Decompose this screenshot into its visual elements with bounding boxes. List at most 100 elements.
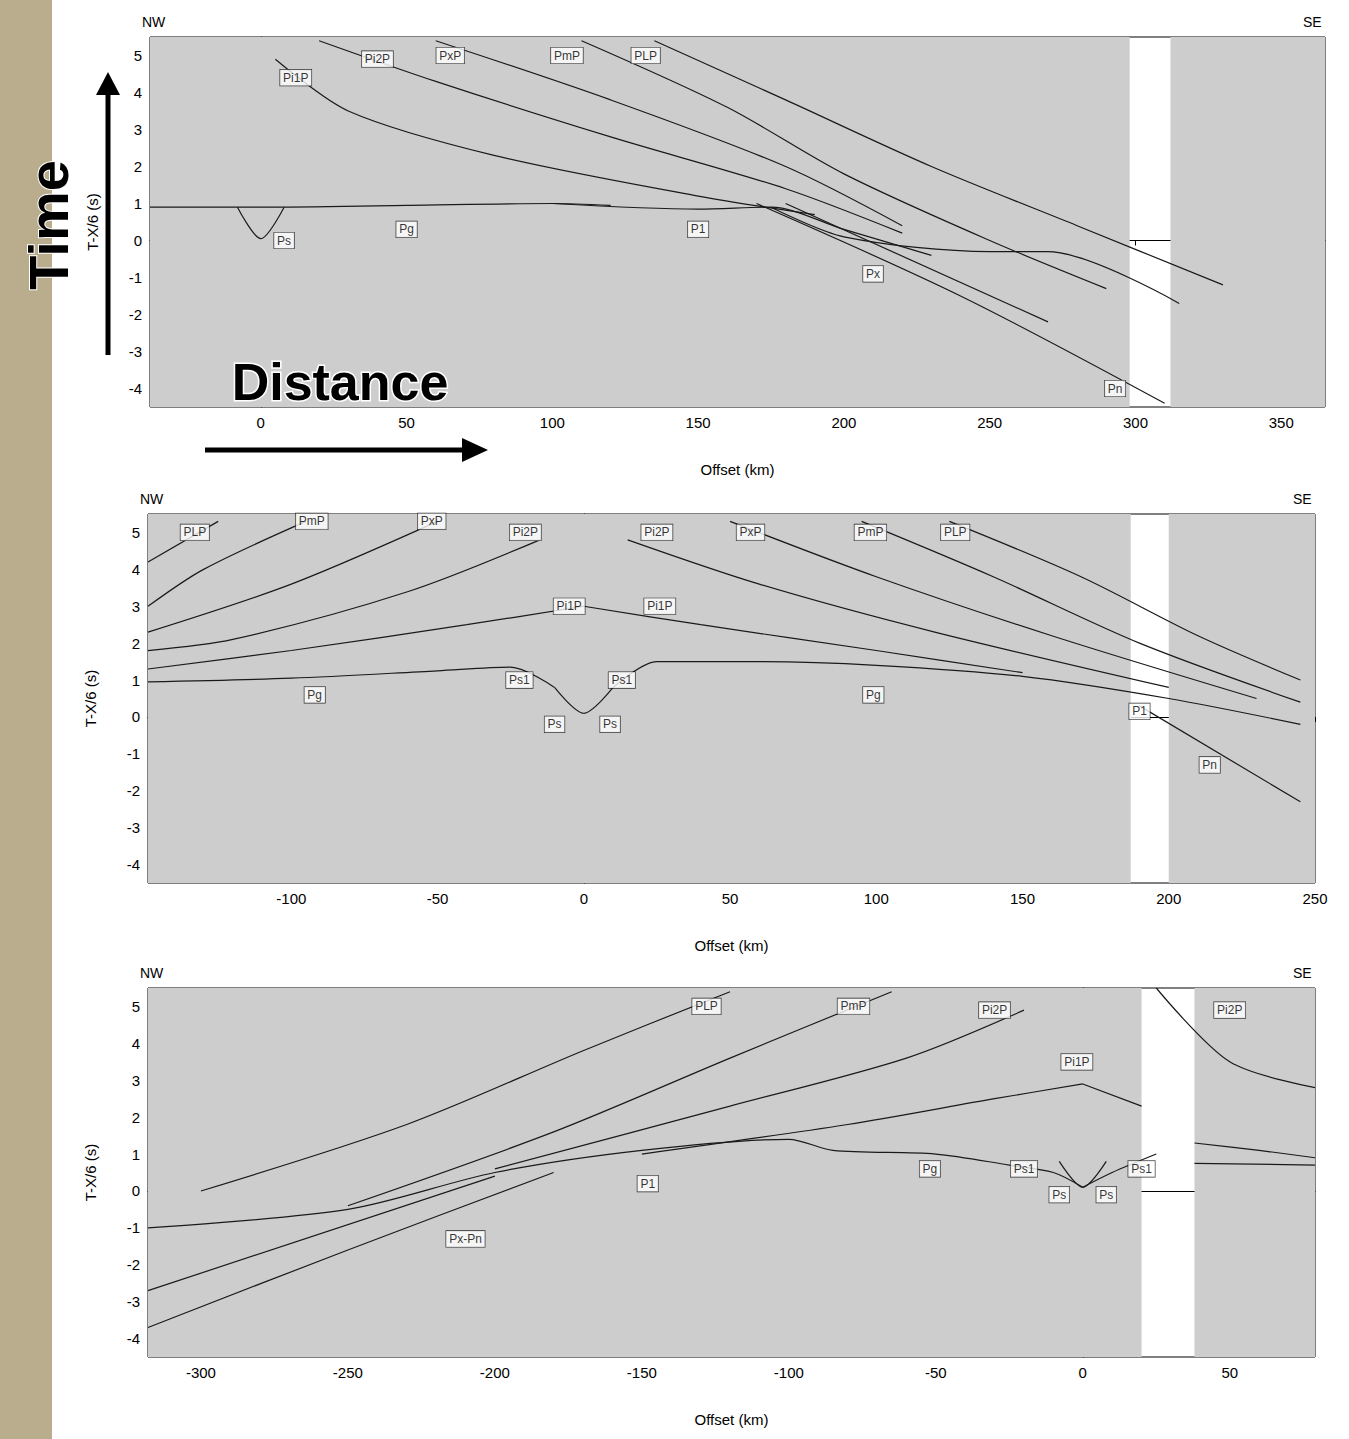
svg-text:Pi1P: Pi1P (1064, 1055, 1089, 1069)
svg-text:Pg: Pg (307, 688, 322, 702)
svg-text:PmP: PmP (554, 49, 580, 63)
svg-text:-150: -150 (627, 1364, 657, 1381)
svg-text:SE: SE (1303, 14, 1322, 30)
svg-text:Px: Px (866, 267, 880, 281)
svg-text:Pg: Pg (399, 222, 414, 236)
svg-text:PmP: PmP (857, 525, 883, 539)
svg-text:Ps: Ps (277, 234, 291, 248)
svg-text:SE: SE (1293, 965, 1312, 981)
svg-text:4: 4 (132, 561, 140, 578)
svg-text:0: 0 (1079, 1364, 1087, 1381)
svg-text:-100: -100 (276, 890, 306, 907)
svg-text:Pi2P: Pi2P (982, 1003, 1007, 1017)
svg-text:-100: -100 (774, 1364, 804, 1381)
svg-text:5: 5 (132, 524, 140, 541)
svg-text:-2: -2 (127, 1256, 140, 1273)
svg-text:5: 5 (132, 998, 140, 1015)
svg-text:2: 2 (132, 635, 140, 652)
svg-text:50: 50 (1221, 1364, 1238, 1381)
svg-text:3: 3 (134, 121, 142, 138)
svg-text:SE: SE (1293, 491, 1312, 507)
svg-text:150: 150 (1010, 890, 1035, 907)
svg-text:2: 2 (134, 158, 142, 175)
svg-text:-50: -50 (925, 1364, 947, 1381)
svg-text:-300: -300 (186, 1364, 216, 1381)
svg-text:Pg: Pg (866, 688, 881, 702)
svg-text:100: 100 (864, 890, 889, 907)
svg-text:350: 350 (1269, 414, 1294, 431)
svg-text:1: 1 (134, 195, 142, 212)
svg-text:Offset (km): Offset (km) (695, 1411, 769, 1428)
svg-text:NW: NW (140, 965, 164, 981)
svg-text:Ps1: Ps1 (1014, 1162, 1035, 1176)
svg-text:Distance: Distance (232, 353, 449, 411)
svg-text:0: 0 (580, 890, 588, 907)
svg-text:PLP: PLP (183, 525, 206, 539)
svg-text:Pn: Pn (1108, 382, 1123, 396)
svg-text:2: 2 (132, 1109, 140, 1126)
svg-text:NW: NW (140, 491, 164, 507)
svg-text:PLP: PLP (695, 999, 718, 1013)
svg-text:Ps1: Ps1 (1131, 1162, 1152, 1176)
svg-text:PmP: PmP (299, 514, 325, 528)
svg-text:4: 4 (132, 1035, 140, 1052)
svg-text:T-X/6 (s): T-X/6 (s) (84, 193, 101, 251)
svg-text:PxP: PxP (740, 525, 762, 539)
svg-text:Ps1: Ps1 (509, 673, 530, 687)
svg-text:0: 0 (134, 232, 142, 249)
svg-text:PLP: PLP (634, 49, 657, 63)
svg-text:200: 200 (1156, 890, 1181, 907)
svg-text:1: 1 (132, 672, 140, 689)
svg-text:-3: -3 (127, 819, 140, 836)
svg-text:250: 250 (1302, 890, 1327, 907)
svg-text:Ps: Ps (548, 717, 562, 731)
svg-text:-250: -250 (333, 1364, 363, 1381)
svg-text:1: 1 (132, 1146, 140, 1163)
svg-text:Pi1P: Pi1P (647, 599, 672, 613)
svg-text:Px-Pn: Px-Pn (449, 1232, 482, 1246)
svg-text:Pi1P: Pi1P (556, 599, 581, 613)
svg-text:-3: -3 (129, 343, 142, 360)
svg-text:NW: NW (142, 14, 166, 30)
svg-text:-2: -2 (129, 306, 142, 323)
svg-text:Ps: Ps (603, 717, 617, 731)
svg-text:50: 50 (398, 414, 415, 431)
svg-text:T-X/6 (s): T-X/6 (s) (82, 1144, 99, 1202)
svg-text:PLP: PLP (944, 525, 967, 539)
svg-text:4: 4 (134, 84, 142, 101)
svg-text:-4: -4 (129, 380, 142, 397)
svg-text:-4: -4 (127, 856, 140, 873)
svg-text:0: 0 (132, 708, 140, 725)
svg-text:200: 200 (831, 414, 856, 431)
svg-text:0: 0 (132, 1182, 140, 1199)
svg-text:Ps: Ps (1052, 1188, 1066, 1202)
svg-text:PxP: PxP (421, 514, 443, 528)
svg-text:PmP: PmP (840, 999, 866, 1013)
svg-text:Offset (km): Offset (km) (701, 461, 775, 478)
svg-text:Offset (km): Offset (km) (695, 937, 769, 954)
svg-text:Pn: Pn (1202, 758, 1217, 772)
svg-text:150: 150 (686, 414, 711, 431)
svg-text:250: 250 (977, 414, 1002, 431)
svg-text:50: 50 (722, 890, 739, 907)
svg-text:-3: -3 (127, 1293, 140, 1310)
svg-text:Pi1P: Pi1P (283, 71, 308, 85)
svg-text:-1: -1 (127, 745, 140, 762)
svg-text:P1: P1 (691, 222, 706, 236)
svg-text:P1: P1 (1132, 704, 1147, 718)
svg-text:-50: -50 (427, 890, 449, 907)
svg-text:Pi2P: Pi2P (1217, 1003, 1242, 1017)
svg-text:P1: P1 (640, 1177, 655, 1191)
svg-text:Ps1: Ps1 (611, 673, 632, 687)
svg-text:3: 3 (132, 598, 140, 615)
svg-text:0: 0 (257, 414, 265, 431)
svg-text:Pi2P: Pi2P (365, 52, 390, 66)
svg-text:-4: -4 (127, 1330, 140, 1347)
svg-text:-2: -2 (127, 782, 140, 799)
svg-text:5: 5 (134, 47, 142, 64)
svg-text:3: 3 (132, 1072, 140, 1089)
svg-text:-1: -1 (129, 269, 142, 286)
svg-text:100: 100 (540, 414, 565, 431)
svg-text:-200: -200 (480, 1364, 510, 1381)
svg-text:Ps: Ps (1099, 1188, 1113, 1202)
